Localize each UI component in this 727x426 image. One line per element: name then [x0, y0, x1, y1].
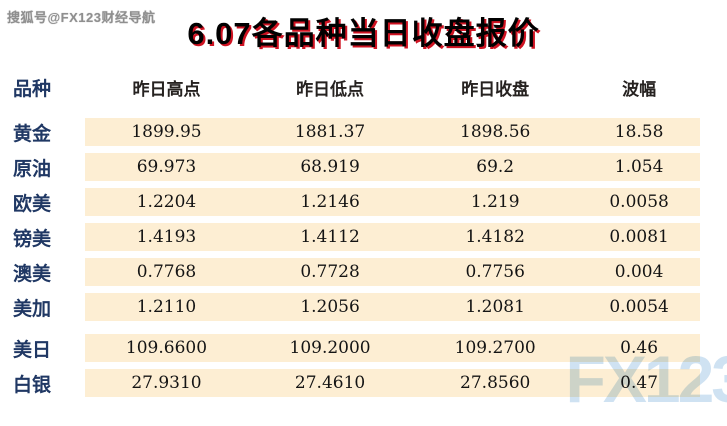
col-header-prev-high: 昨日高点 — [132, 79, 201, 99]
table-row: 美日 109.6600 109.2000 109.2700 0.46 — [0, 334, 727, 362]
row-label: 澳美 — [13, 263, 52, 285]
cell-range: 0.004 — [614, 262, 664, 282]
cell-prev-high: 0.7768 — [136, 262, 197, 282]
row-label: 原油 — [13, 158, 52, 180]
row-band: 69.973 68.919 69.2 1.054 — [85, 153, 700, 181]
cell-prev-high: 1.2110 — [136, 297, 197, 317]
table-row: 镑美 1.4193 1.4112 1.4182 0.0081 — [0, 223, 727, 251]
row-label: 白银 — [13, 374, 52, 396]
cell-range: 0.47 — [620, 373, 659, 393]
cell-prev-low: 1881.37 — [294, 122, 366, 142]
fx123-watermark: FX123 — [565, 342, 727, 416]
row-band: 1.2110 1.2056 1.2081 0.0054 — [85, 293, 700, 321]
cell-range: 0.0081 — [609, 227, 669, 247]
row-band: 27.9310 27.4610 27.8560 0.47 — [85, 369, 700, 397]
table-row: 原油 69.973 68.919 69.2 1.054 — [0, 153, 727, 181]
table-row: 美加 1.2110 1.2056 1.2081 0.0054 — [0, 293, 727, 321]
row-label: 黄金 — [13, 123, 52, 145]
cell-prev-close: 1898.56 — [460, 122, 531, 142]
cell-range: 0.46 — [620, 338, 659, 358]
row-label: 美日 — [13, 339, 52, 361]
row-band: 1.2204 1.2146 1.219 0.0058 — [85, 188, 700, 216]
cell-prev-high: 109.6600 — [125, 338, 208, 358]
table-row: 澳美 0.7768 0.7728 0.7756 0.004 — [0, 258, 727, 286]
cell-prev-high: 1899.95 — [131, 122, 202, 142]
cell-prev-low: 68.919 — [300, 157, 360, 177]
sohu-account-watermark: 搜狐号@FX123财经导航 — [7, 10, 156, 25]
cell-range: 18.58 — [614, 122, 664, 142]
page-title: 6.07各品种当日收盘报价 — [187, 16, 540, 51]
cell-prev-close: 1.2081 — [465, 297, 525, 317]
cell-range: 1.054 — [614, 157, 664, 177]
table-row: 黄金 1899.95 1881.37 1898.56 18.58 — [0, 118, 727, 146]
header-band: 昨日高点 昨日低点 昨日收盘 波幅 — [85, 70, 700, 104]
cell-prev-close: 27.8560 — [460, 373, 531, 393]
col-header-range: 波幅 — [622, 79, 657, 99]
cell-prev-low: 1.2146 — [300, 192, 360, 212]
cell-prev-low: 1.4112 — [300, 227, 360, 247]
table-body: 黄金 1899.95 1881.37 1898.56 18.58 原油 69.9… — [0, 118, 727, 397]
table-header-row: 品种 昨日高点 昨日低点 昨日收盘 波幅 — [0, 70, 727, 104]
row-band: 0.7768 0.7728 0.7756 0.004 — [85, 258, 700, 286]
cell-prev-close: 1.219 — [470, 192, 520, 212]
cell-prev-close: 109.2700 — [454, 338, 536, 358]
row-band: 1.4193 1.4112 1.4182 0.0081 — [85, 223, 700, 251]
cell-range: 0.0054 — [609, 297, 669, 317]
cell-prev-low: 27.4610 — [294, 373, 366, 393]
col-header-prev-low: 昨日低点 — [296, 79, 365, 99]
row-label: 美加 — [13, 298, 52, 320]
cell-prev-high: 27.9310 — [131, 373, 202, 393]
cell-prev-high: 1.2204 — [136, 192, 197, 212]
price-table: 品种 昨日高点 昨日低点 昨日收盘 波幅 黄金 1899.95 1881.37 … — [0, 70, 727, 404]
row-label: 欧美 — [13, 193, 52, 215]
cell-prev-high: 69.973 — [136, 157, 197, 177]
col-header-prev-close: 昨日收盘 — [461, 79, 530, 99]
cell-prev-low: 109.2000 — [289, 338, 371, 358]
cell-prev-low: 1.2056 — [300, 297, 360, 317]
row-label: 镑美 — [13, 228, 52, 250]
cell-prev-close: 69.2 — [476, 157, 515, 177]
row-band: 1899.95 1881.37 1898.56 18.58 — [85, 118, 700, 146]
table-row: 欧美 1.2204 1.2146 1.219 0.0058 — [0, 188, 727, 216]
cell-prev-close: 1.4182 — [465, 227, 525, 247]
table-row: 白银 27.9310 27.4610 27.8560 0.47 — [0, 369, 727, 397]
cell-prev-high: 1.4193 — [136, 227, 197, 247]
col-header-symbol: 品种 — [13, 78, 52, 100]
cell-prev-close: 0.7756 — [465, 262, 525, 282]
cell-prev-low: 0.7728 — [300, 262, 360, 282]
cell-range: 0.0058 — [609, 192, 669, 212]
row-band: 109.6600 109.2000 109.2700 0.46 — [85, 334, 700, 362]
